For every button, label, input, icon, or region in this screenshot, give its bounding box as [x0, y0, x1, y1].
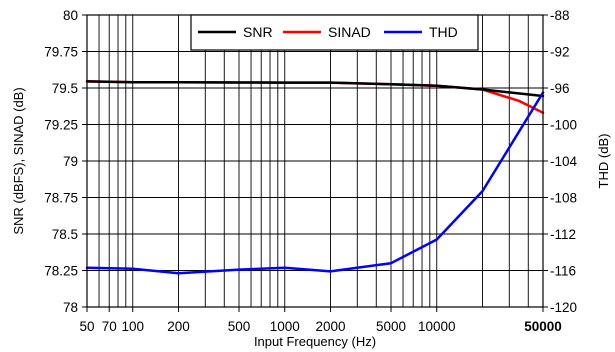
x-axis-title: Input Frequency (Hz)	[254, 334, 376, 349]
series-layer	[85, 80, 545, 275]
ticks-layer: 50 70 100 200 500 1000 2000 5000 10000 50000 80 79.…	[44, 8, 577, 334]
y-right-tick-label: -116	[550, 264, 576, 279]
y-left-tick-label: 80	[63, 8, 78, 23]
y-right-tick-label: -100	[550, 118, 577, 133]
legend-box	[190, 14, 479, 51]
y-left-tick-label: 78.5	[52, 227, 78, 242]
series-line-sinad	[85, 80, 545, 115]
legend-label-snr: SNR	[243, 24, 273, 40]
y-right-tick-label: -92	[550, 45, 570, 60]
y-left-tick-label: 79	[63, 154, 78, 169]
y-left-tick-label: 79.5	[52, 81, 78, 96]
x-tick-label: 1000	[270, 319, 300, 334]
y-right-tick-label: -108	[550, 191, 577, 206]
x-tick-label: 50	[79, 319, 94, 334]
grid-layer	[87, 15, 543, 307]
x-tick-label: 100	[121, 319, 144, 334]
x-tick-label: 10000	[418, 319, 456, 334]
x-tick-label: 50000	[524, 319, 562, 334]
y-left-tick-label: 78	[63, 300, 78, 315]
legend-label-thd: THD	[429, 24, 458, 40]
legend-label-sinad: SINAD	[328, 24, 371, 40]
x-tick-label: 2000	[315, 319, 345, 334]
x-tick-label: 200	[167, 319, 190, 334]
y-axis-title-left: SNR (dBFS), SINAD (dB)	[11, 87, 26, 234]
y-axis-title-right: THD (dB)	[596, 134, 611, 189]
series-line-thd	[85, 91, 545, 275]
x-tick-label: 500	[228, 319, 251, 334]
y-right-tick-label: -88	[550, 8, 570, 23]
x-tick-label: 70	[102, 319, 117, 334]
series-line-snr	[85, 80, 545, 98]
y-left-tick-label: 79.25	[44, 118, 78, 133]
y-left-tick-label: 78.25	[44, 264, 78, 279]
y-left-tick-label: 78.75	[44, 191, 78, 206]
legend: SNR SINAD THD	[190, 14, 479, 51]
y-right-tick-label: -96	[550, 81, 570, 96]
y-right-tick-label: -104	[550, 154, 578, 169]
y-right-tick-label: -112	[550, 227, 576, 242]
x-tick-label: 5000	[376, 319, 406, 334]
y-right-tick-label: -120	[550, 300, 577, 315]
y-left-tick-label: 79.75	[44, 45, 78, 60]
